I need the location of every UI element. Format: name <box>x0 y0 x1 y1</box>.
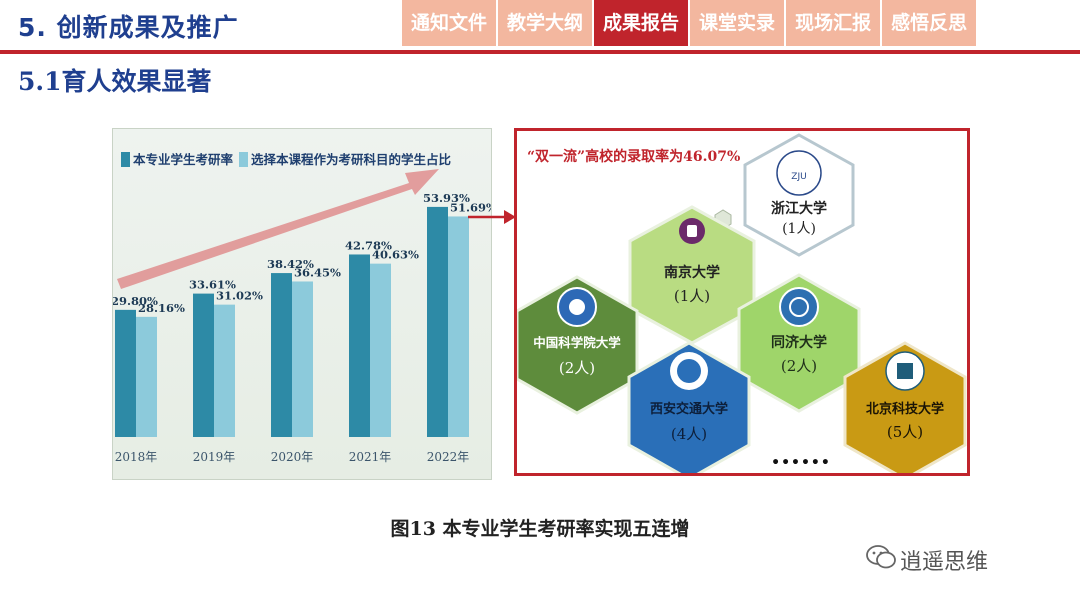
bar-course-choice-share-0 <box>136 316 157 437</box>
svg-text:ZJU: ZJU <box>791 172 806 182</box>
bar-chart-panel: 本专业学生考研率 选择本课程作为考研科目的学生占比 29.80% 28.16% 33… <box>111 128 497 480</box>
university-name: 浙江大学 <box>771 200 827 217</box>
admission-rate-headline: “双一流”高校的录取率为46.07% <box>527 148 740 165</box>
university-logo-icon <box>776 150 822 196</box>
university-name: 同济大学 <box>771 334 827 351</box>
university-count: (1人) <box>674 287 710 305</box>
bar-value-label: 53.93% <box>423 191 470 205</box>
hex-ucas-university: 中国科学院大学 (2人) <box>515 275 639 415</box>
university-count: (1人) <box>782 221 816 237</box>
tab-syllabus[interactable]: 教学大纲 <box>498 0 593 46</box>
bar-value-label: 31.02% <box>216 289 263 303</box>
bar-admission-rate-4 <box>427 206 448 437</box>
x-tick-label: 2018年 <box>115 450 158 464</box>
hex-nanjing-university: 南京大学 (1人) <box>628 205 756 345</box>
bar-value-label: 38.42% <box>267 257 314 271</box>
tab-notice-files[interactable]: 通知文件 <box>402 0 497 46</box>
watermark-text: 逍遥思维 <box>900 550 989 575</box>
bar-course-choice-share-1 <box>214 304 235 437</box>
university-logo-icon <box>779 287 819 327</box>
connector-arrow <box>468 210 516 224</box>
legend-label-series-1: 本专业学生考研率 <box>133 152 234 167</box>
x-tick-label: 2020年 <box>271 450 314 464</box>
tab-classroom-record[interactable]: 课堂实录 <box>690 0 785 46</box>
bar-value-label: 42.78% <box>345 238 392 252</box>
university-name: 南京大学 <box>664 264 720 281</box>
hex-zhejiang-university: ZJU 浙江大学 (1人) <box>743 133 855 257</box>
tab-live-report[interactable]: 现场汇报 <box>786 0 881 46</box>
university-count: (5人) <box>887 423 923 441</box>
bar-admission-rate-1 <box>193 293 214 437</box>
trend-arrow <box>117 169 439 289</box>
bar-value-label: 51.69% <box>450 200 491 214</box>
university-name: 中国科学院大学 <box>533 335 621 350</box>
bar-value-label: 28.16% <box>138 301 185 315</box>
university-name: 西安交通大学 <box>650 401 728 417</box>
top-bar: 5. 创新成果及推广 通知文件 教学大纲 成果报告 课堂实录 现场汇报 感悟反思 <box>0 0 1080 52</box>
hex-tongji-university: 同济大学 (2人) <box>737 273 861 413</box>
bar-admission-rate-3 <box>349 254 370 437</box>
bar-value-label: 29.80% <box>113 294 158 308</box>
hex-xjtu-university: 西安交通大学 (4人) <box>627 341 751 481</box>
bar-chart: 本专业学生考研率 选择本课程作为考研科目的学生占比 29.80%28.16% 33… <box>111 152 497 464</box>
legend-swatch-series-2 <box>239 152 248 167</box>
bar-value-label: 36.45% <box>294 265 341 279</box>
bar-course-choice-share-3 <box>370 263 391 437</box>
bar-admission-rate-2 <box>271 273 292 437</box>
more-ellipsis: •••••• <box>771 455 831 471</box>
header-divider <box>0 50 1080 54</box>
university-count: (2人) <box>781 357 817 375</box>
university-name: 北京科技大学 <box>866 401 944 417</box>
universities-panel: “双一流”高校的录取率为46.07% ZJU 浙江大学 (1人) 南京大学 (1… <box>514 128 970 481</box>
legend-label-series-2: 选择本课程作为考研科目的学生占比 <box>251 152 452 167</box>
bar-value-label: 40.63% <box>372 248 419 262</box>
tab-results-report[interactable]: 成果报告 <box>594 0 689 46</box>
bar-course-choice-share-2 <box>292 281 313 437</box>
x-tick-label: 2019年 <box>193 450 236 464</box>
university-count: (4人) <box>671 425 707 443</box>
nav-tabs: 通知文件 教学大纲 成果报告 课堂实录 现场汇报 感悟反思 <box>402 0 978 48</box>
page-subtitle: 5.1育人效果显著 <box>18 67 212 96</box>
universities-hex-diagram: “双一流”高校的录取率为46.07% ZJU 浙江大学 (1人) 南京大学 (1… <box>515 133 967 481</box>
wechat-icon <box>866 545 896 569</box>
bar-admission-rate-0 <box>115 309 136 437</box>
legend-swatch-series-1 <box>121 152 130 167</box>
bar-course-choice-share-4 <box>448 216 469 437</box>
x-tick-label: 2022年 <box>427 450 470 464</box>
bar-value-label: 33.61% <box>189 278 236 292</box>
tab-reflections[interactable]: 感悟反思 <box>882 0 977 46</box>
section-title: 5. 创新成果及推广 <box>18 13 239 42</box>
hex-ustb-university: 北京科技大学 (5人) <box>843 341 967 481</box>
university-count: (2人) <box>559 359 595 377</box>
figure-caption: 图13 本专业学生考研率实现五连增 <box>390 518 690 540</box>
x-tick-label: 2021年 <box>349 450 392 464</box>
